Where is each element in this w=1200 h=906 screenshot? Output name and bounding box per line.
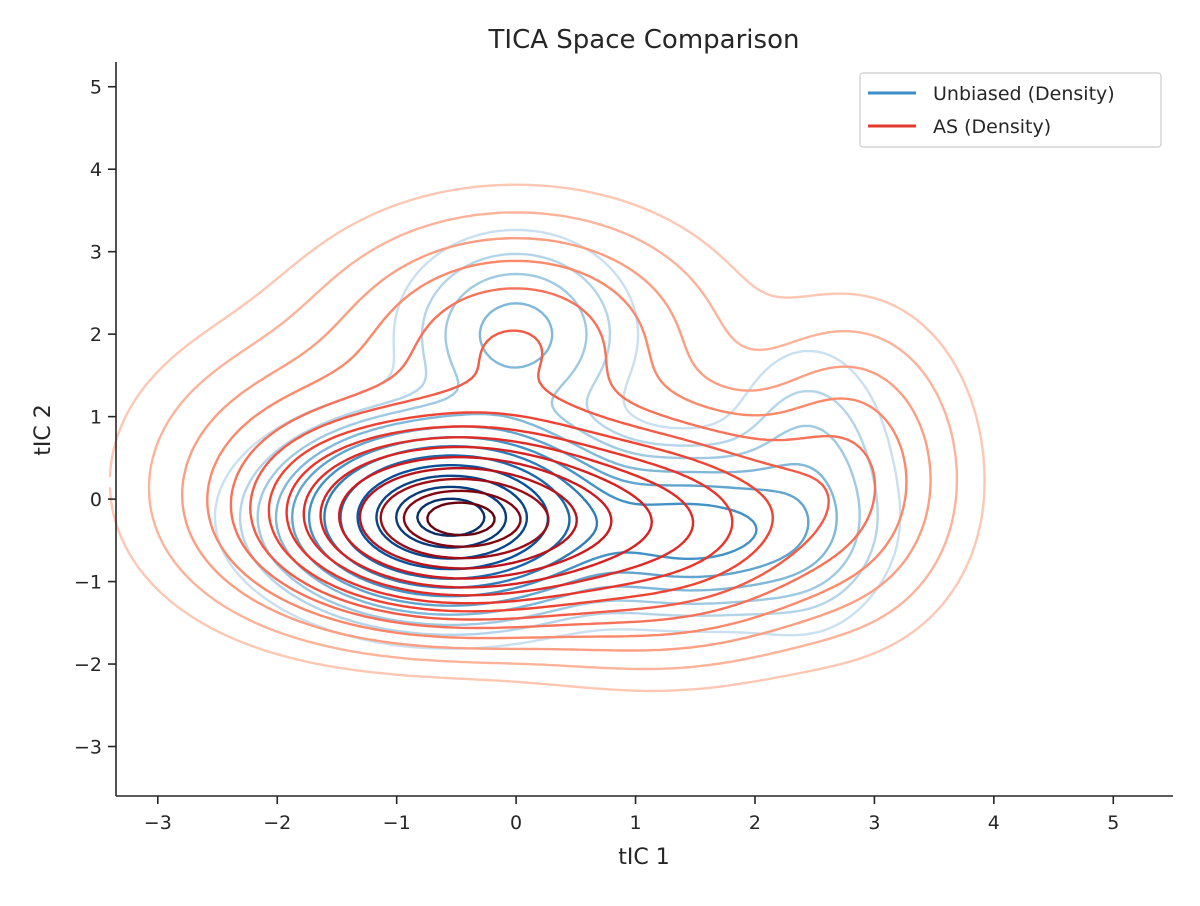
legend-label-unbiased: Unbiased (Density) <box>933 83 1115 105</box>
as-contour-level <box>206 259 908 640</box>
x-ticks: −3 −2 −1 0 1 2 3 4 5 <box>144 796 1119 834</box>
y-axis-label: tIC 2 <box>31 404 56 455</box>
y-tick-label: 3 <box>90 242 102 264</box>
x-tick-label: −2 <box>263 812 291 834</box>
as-contour-level <box>108 183 986 693</box>
x-tick-label: 3 <box>868 812 880 834</box>
y-tick-label: 1 <box>90 407 102 429</box>
y-tick-label: 2 <box>90 324 102 346</box>
x-tick-label: −1 <box>383 812 411 834</box>
x-tick-label: −3 <box>144 812 172 834</box>
x-tick-label: 5 <box>1107 812 1119 834</box>
y-tick-label: 5 <box>90 77 102 99</box>
y-tick-label: 4 <box>90 159 102 181</box>
unbiased-contour-level <box>291 425 810 607</box>
unbiased-contour-level <box>238 252 879 636</box>
x-tick-label: 0 <box>510 812 522 834</box>
y-tick-label: −3 <box>74 737 102 759</box>
legend: Unbiased (Density) AS (Density) <box>859 72 1162 148</box>
chart-title: TICA Space Comparison <box>488 25 800 55</box>
unbiased-contour-level <box>256 272 861 627</box>
x-tick-label: 4 <box>988 812 1000 834</box>
as-contour-level <box>285 425 734 605</box>
y-ticks: −3 −2 −1 0 1 2 3 4 5 <box>74 77 116 759</box>
as-contour-level <box>302 436 695 597</box>
y-tick-label: 0 <box>90 489 102 511</box>
as-contour-level <box>249 329 830 621</box>
as-contour-level <box>358 466 578 570</box>
legend-label-as: AS (Density) <box>933 116 1051 138</box>
as-contour-level <box>379 477 550 560</box>
contour-plot-area <box>108 183 986 693</box>
x-axis-label: tIC 1 <box>618 845 669 870</box>
as-contour-level <box>147 211 959 671</box>
as-contour-level <box>229 287 877 630</box>
as-contour-level <box>319 445 653 589</box>
y-tick-label: −1 <box>74 572 102 594</box>
y-tick-label: −2 <box>74 654 102 676</box>
x-tick-label: 1 <box>629 812 641 834</box>
as-contour-level <box>267 411 774 613</box>
as-contour-level <box>426 501 496 537</box>
as-contour-level <box>181 237 932 652</box>
as-contour-level <box>402 489 522 548</box>
x-tick-label: 2 <box>749 812 761 834</box>
as-contour-level <box>338 455 613 580</box>
legend-frame <box>859 72 1162 148</box>
